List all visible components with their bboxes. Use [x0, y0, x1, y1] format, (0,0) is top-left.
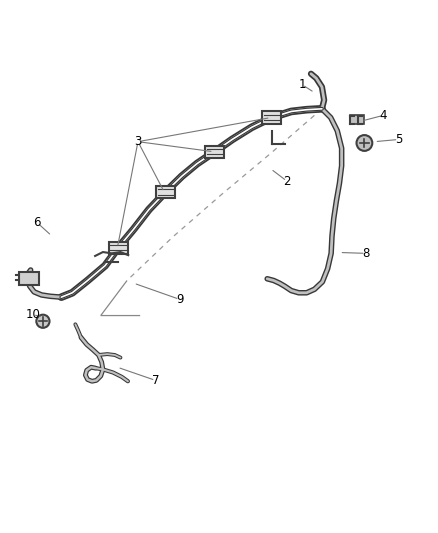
Bar — [350, 115, 364, 124]
Bar — [205, 146, 224, 158]
Text: 6: 6 — [33, 216, 41, 229]
Text: 4: 4 — [379, 109, 387, 122]
Circle shape — [36, 314, 49, 328]
Text: 3: 3 — [134, 135, 141, 148]
Text: 2: 2 — [283, 175, 291, 188]
Bar — [156, 186, 175, 198]
Bar — [262, 111, 281, 124]
Text: 7: 7 — [152, 374, 159, 387]
Circle shape — [357, 135, 372, 151]
Text: 1: 1 — [298, 78, 306, 91]
Text: 8: 8 — [362, 247, 369, 260]
Text: 5: 5 — [395, 133, 402, 146]
Text: 10: 10 — [25, 308, 40, 321]
Text: 9: 9 — [176, 293, 184, 306]
Bar — [19, 272, 39, 285]
Bar — [109, 241, 128, 254]
